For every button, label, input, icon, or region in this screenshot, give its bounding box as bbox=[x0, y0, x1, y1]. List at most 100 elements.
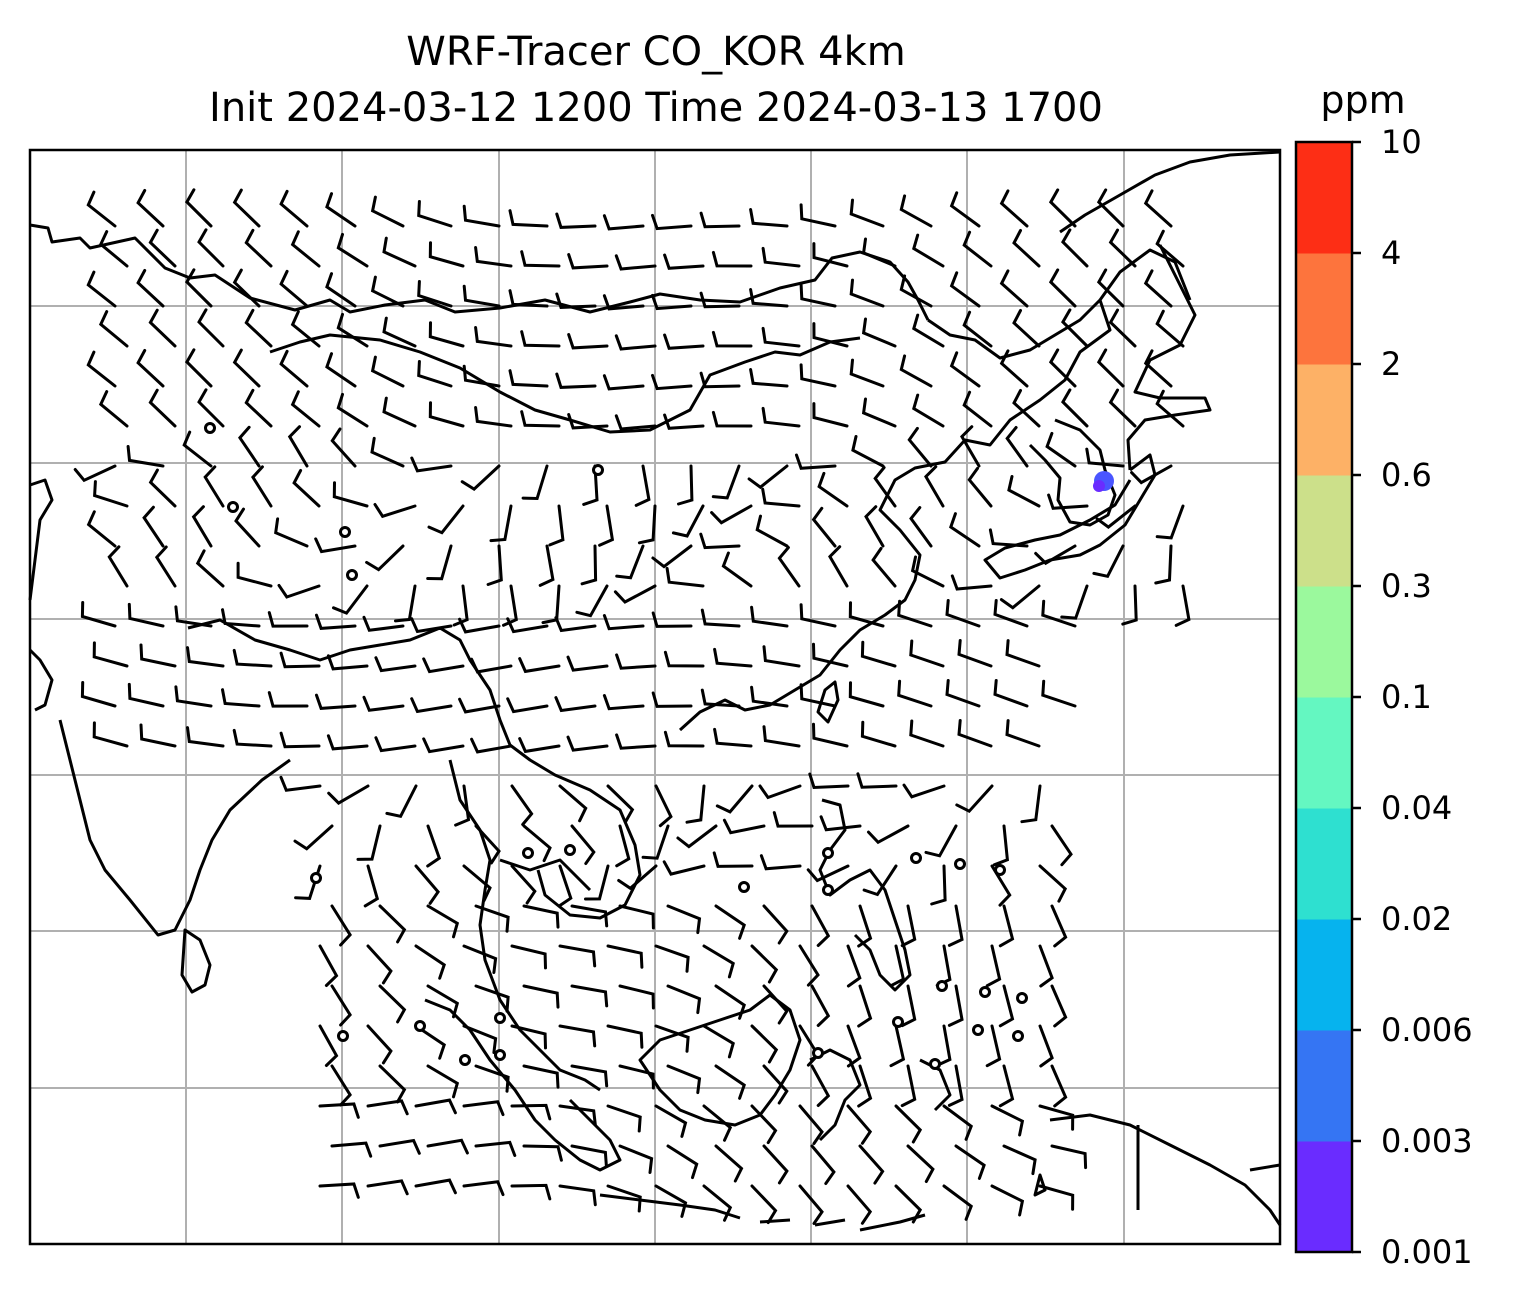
wind-barb bbox=[394, 584, 417, 623]
wind-barb bbox=[318, 1024, 339, 1067]
wind-barb bbox=[314, 537, 357, 554]
wind-barb bbox=[702, 1184, 733, 1222]
wind-barb bbox=[267, 611, 309, 628]
wind-barb bbox=[506, 617, 549, 634]
wind-barb bbox=[127, 602, 165, 628]
wind-barb bbox=[651, 213, 693, 231]
colorbar-segment bbox=[1296, 697, 1352, 809]
wind-barb bbox=[808, 772, 850, 790]
wind-barb bbox=[558, 1024, 597, 1048]
wind-barb bbox=[666, 904, 702, 935]
wind-barb bbox=[857, 1064, 873, 1108]
map-panel bbox=[28, 148, 1282, 1246]
wind-barb bbox=[722, 818, 766, 835]
wind-barb bbox=[1108, 388, 1137, 428]
wind-barb bbox=[615, 653, 657, 670]
wind-barb bbox=[154, 545, 177, 588]
wind-barb bbox=[998, 904, 1015, 948]
wind-barb bbox=[962, 310, 993, 348]
wind-barb bbox=[279, 349, 309, 388]
wind-barb bbox=[810, 1064, 831, 1107]
wind-barb bbox=[799, 203, 837, 228]
wind-barb bbox=[582, 464, 599, 506]
wind-barb bbox=[98, 230, 129, 268]
wind-barb bbox=[949, 191, 981, 228]
wind-barb bbox=[1095, 504, 1137, 529]
wind-barb bbox=[857, 904, 873, 948]
wind-barb bbox=[993, 599, 1029, 628]
wind-barb bbox=[370, 195, 405, 228]
wind-barb bbox=[988, 528, 1029, 548]
wind-barb bbox=[654, 1024, 690, 1053]
wind-barb bbox=[315, 693, 357, 710]
wind-barb bbox=[900, 984, 917, 1028]
colorbar-tick-label: 0.003 bbox=[1381, 1122, 1473, 1160]
wind-barb bbox=[538, 544, 555, 587]
wind-barb bbox=[414, 1178, 457, 1195]
wind-barb bbox=[520, 410, 561, 428]
wind-barb bbox=[889, 1024, 906, 1068]
wind-barb bbox=[849, 358, 885, 388]
wind-barb bbox=[848, 681, 885, 708]
wind-barb bbox=[702, 1024, 735, 1059]
wind-barb bbox=[860, 720, 897, 748]
wind-barb bbox=[861, 237, 897, 268]
wind-barb bbox=[548, 504, 565, 547]
wind-barb bbox=[244, 308, 273, 348]
wind-barb bbox=[92, 721, 129, 748]
wind-barb bbox=[267, 691, 309, 708]
wind-barb bbox=[366, 944, 393, 985]
wind-barb bbox=[1050, 904, 1068, 948]
new-guinea bbox=[1049, 1113, 1282, 1226]
wind-barb bbox=[80, 681, 117, 708]
wind-barb bbox=[634, 464, 651, 507]
wind-barb bbox=[909, 506, 933, 548]
wind-barb bbox=[1038, 1024, 1054, 1068]
wind-barb bbox=[474, 904, 510, 933]
wind-barb bbox=[1041, 679, 1077, 708]
wind-barb bbox=[1050, 1064, 1068, 1108]
wind-barb bbox=[86, 350, 117, 388]
wind-barb bbox=[795, 453, 837, 470]
wind-barb bbox=[508, 209, 549, 228]
northeast-coast bbox=[1059, 150, 1281, 234]
wind-barb bbox=[336, 312, 369, 348]
colorbar-tick-label: 0.006 bbox=[1381, 1011, 1473, 1049]
wind-barb bbox=[990, 1104, 1025, 1137]
wind-barb bbox=[195, 549, 225, 588]
wind-barb bbox=[699, 211, 741, 229]
wind-barb bbox=[799, 683, 837, 708]
wind-barb bbox=[414, 864, 440, 905]
wind-barb bbox=[947, 904, 964, 947]
wind-barb bbox=[849, 198, 885, 228]
wind-barb bbox=[1096, 348, 1125, 388]
wind-barb bbox=[274, 517, 309, 548]
wind-barb bbox=[924, 465, 945, 508]
colorbar-segment bbox=[1296, 919, 1352, 1031]
wind-barb bbox=[666, 1064, 702, 1095]
wind-barb bbox=[799, 283, 837, 308]
wind-barb bbox=[711, 330, 753, 348]
wind-barb bbox=[1092, 544, 1125, 579]
calm-wind-marker bbox=[812, 1047, 824, 1059]
wind-barb bbox=[148, 308, 177, 348]
wind-barb bbox=[330, 1064, 352, 1107]
wind-barb bbox=[762, 645, 801, 668]
wind-barb bbox=[702, 1104, 733, 1142]
wind-barb bbox=[555, 372, 597, 389]
wind-barb bbox=[1155, 309, 1185, 348]
wind-barb bbox=[998, 1064, 1015, 1108]
colorbar bbox=[1294, 140, 1361, 1254]
wind-barb bbox=[1048, 268, 1077, 308]
wind-barb bbox=[570, 984, 609, 1008]
wind-barb bbox=[602, 694, 645, 711]
calm-wind-marker bbox=[346, 569, 358, 581]
wind-barb bbox=[426, 824, 442, 868]
wind-barb bbox=[318, 1102, 360, 1119]
wind-barb bbox=[422, 657, 465, 674]
wind-barb bbox=[426, 1138, 469, 1155]
wind-barb bbox=[810, 1144, 836, 1185]
wind-barb bbox=[382, 396, 417, 428]
wind-barb bbox=[584, 864, 610, 901]
